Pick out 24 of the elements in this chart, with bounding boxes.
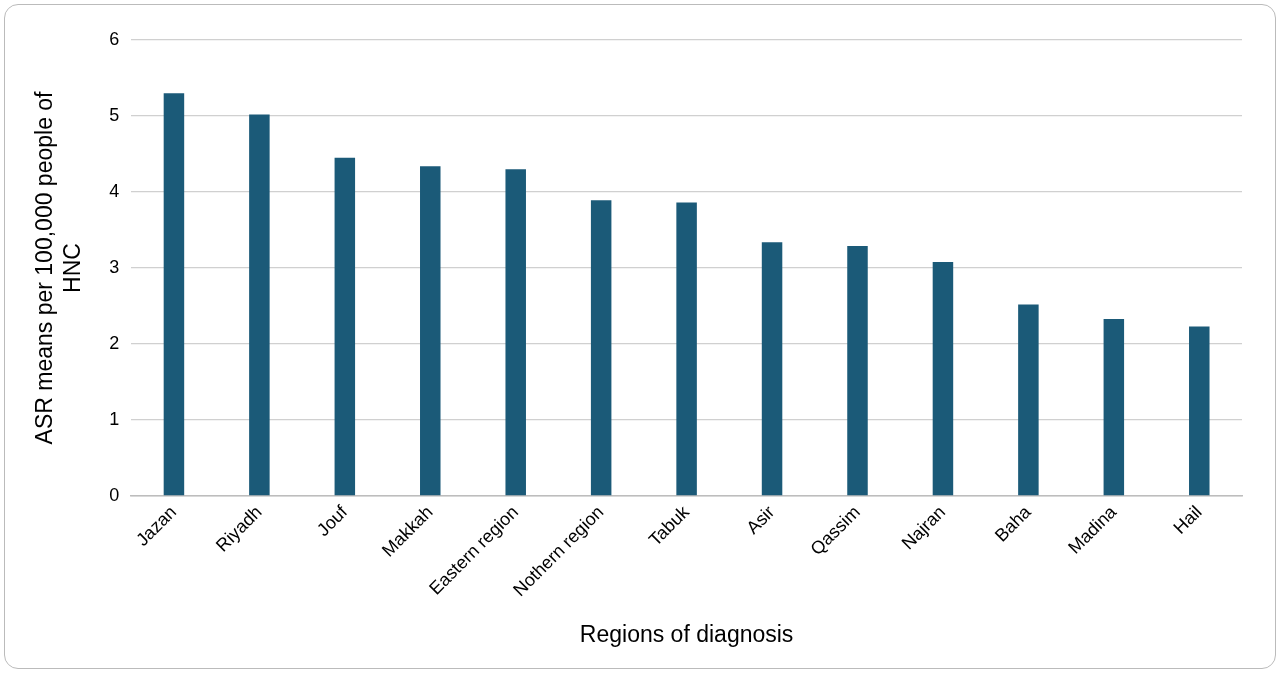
bar xyxy=(932,261,954,496)
bar xyxy=(1189,326,1210,496)
bar xyxy=(334,157,356,496)
x-tick-label: Asir xyxy=(742,501,779,538)
bar xyxy=(847,245,868,496)
y-tick-label: 6 xyxy=(109,28,120,49)
bar xyxy=(676,202,697,496)
y-axis-title: ASR means per 100,000 people of HNC xyxy=(31,90,85,445)
x-tick-label: Hail xyxy=(1169,501,1206,538)
y-tick-label: 1 xyxy=(109,408,120,429)
bar xyxy=(163,93,185,496)
bar xyxy=(249,114,270,496)
y-tick-label: 4 xyxy=(109,180,120,201)
y-tick-label: 0 xyxy=(109,484,120,505)
bar xyxy=(1018,304,1039,496)
bar xyxy=(505,169,526,496)
bar xyxy=(1103,318,1125,496)
x-axis-title: Regions of diagnosis xyxy=(579,620,794,647)
bar xyxy=(761,242,783,496)
y-tick-label: 3 xyxy=(109,256,120,277)
y-tick-label: 5 xyxy=(109,104,120,125)
bar xyxy=(420,166,441,496)
y-tick-label: 2 xyxy=(109,332,120,353)
bar xyxy=(590,200,612,496)
